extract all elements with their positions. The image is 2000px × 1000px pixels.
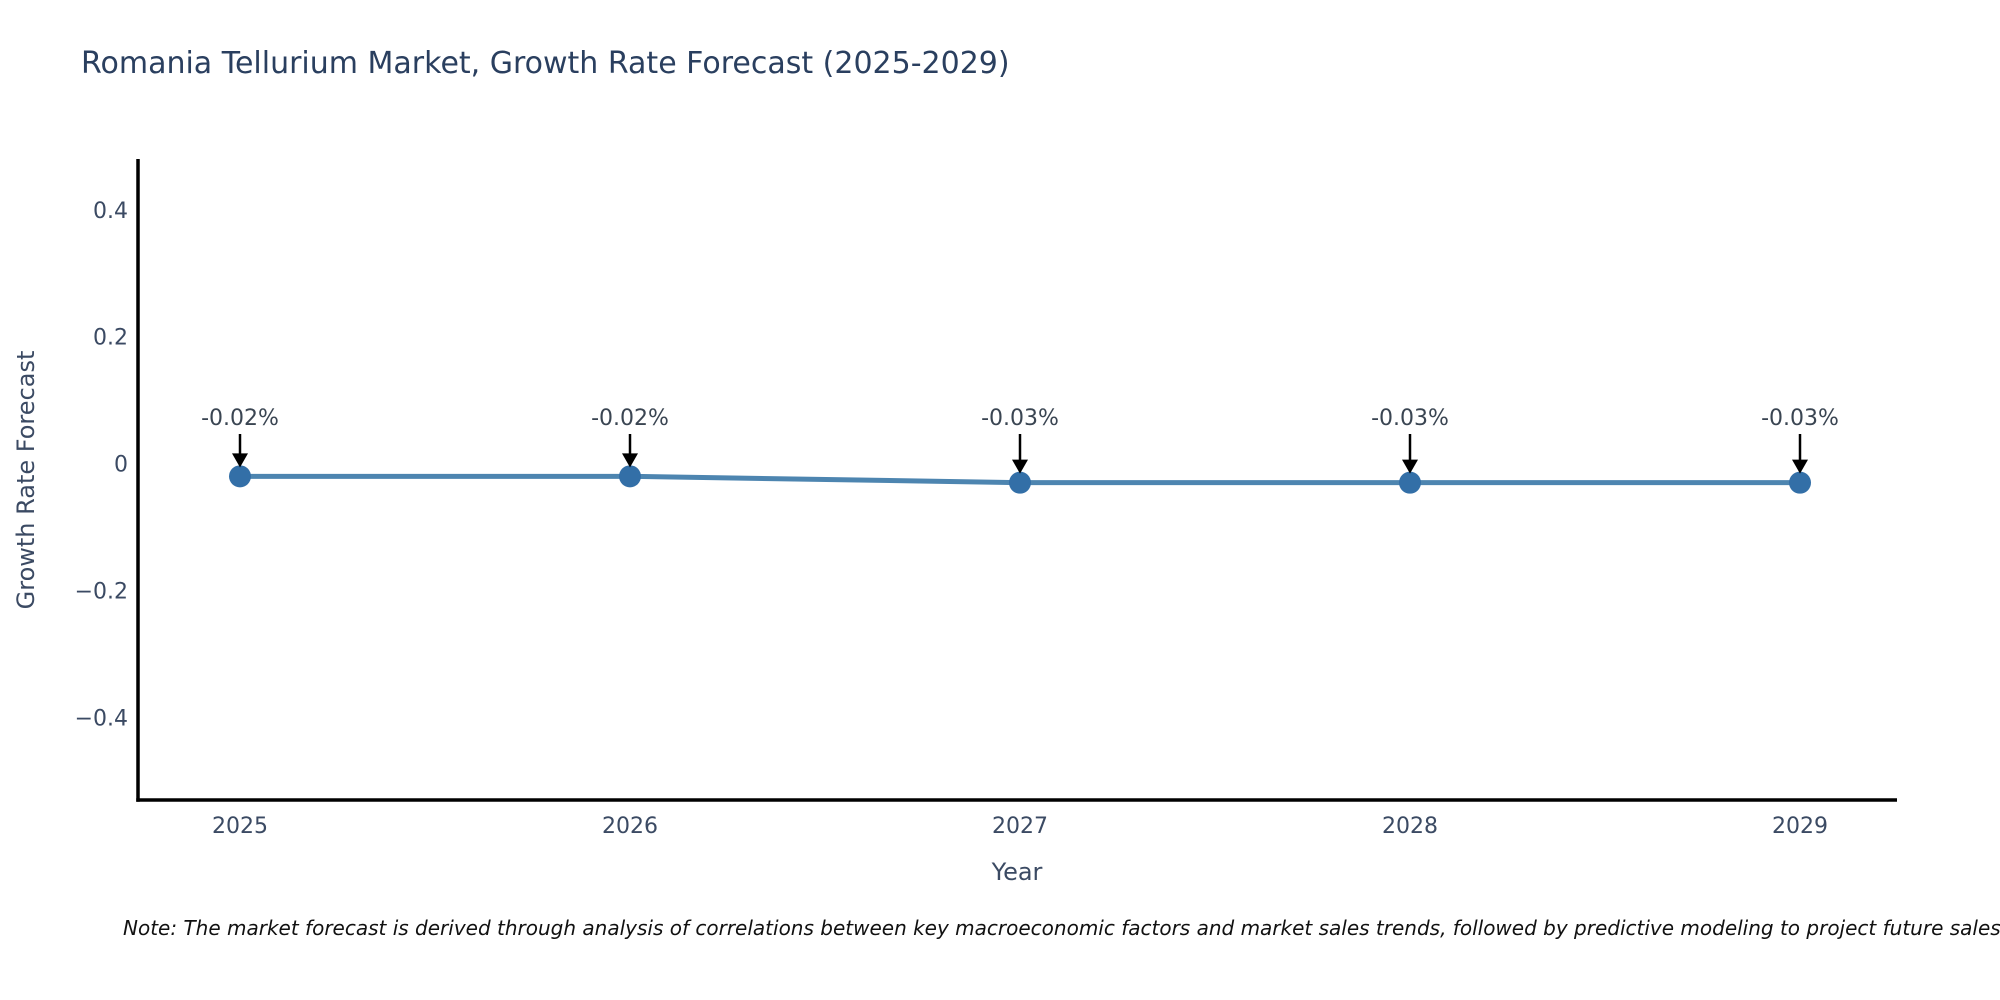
annotation-arrowhead <box>1402 459 1418 474</box>
data-point-marker <box>1789 471 1811 494</box>
footnote: Note: The market forecast is derived thr… <box>123 916 2000 940</box>
annotation-label: -0.03% <box>1761 406 1839 431</box>
data-point-marker <box>1399 471 1421 494</box>
annotation-label: -0.03% <box>981 406 1059 431</box>
chart-title: Romania Tellurium Market, Growth Rate Fo… <box>81 46 1010 81</box>
x-tick-label: 2029 <box>1772 814 1828 839</box>
x-tick-label: 2026 <box>602 814 658 839</box>
y-tick-label: 0 <box>114 453 128 478</box>
annotation-arrowhead <box>622 453 638 468</box>
annotation-label: -0.03% <box>1371 406 1449 431</box>
y-tick-label: −0.4 <box>75 706 128 731</box>
y-tick-label: 0.4 <box>93 199 128 224</box>
annotation-label: -0.02% <box>201 406 279 431</box>
annotation-arrowhead <box>232 453 248 468</box>
annotation-arrowhead <box>1792 459 1808 474</box>
data-point-marker <box>229 465 251 488</box>
x-tick-label: 2028 <box>1382 814 1438 839</box>
x-tick-label: 2027 <box>992 814 1048 839</box>
annotation-arrowhead <box>1012 459 1028 474</box>
y-tick-label: −0.2 <box>75 580 128 605</box>
data-point-marker <box>619 465 641 488</box>
data-point-marker <box>1009 471 1031 494</box>
y-tick-label: 0.2 <box>93 326 128 351</box>
x-tick-label: 2025 <box>212 814 268 839</box>
annotation-label: -0.02% <box>591 406 669 431</box>
x-axis-title: Year <box>991 858 1043 886</box>
